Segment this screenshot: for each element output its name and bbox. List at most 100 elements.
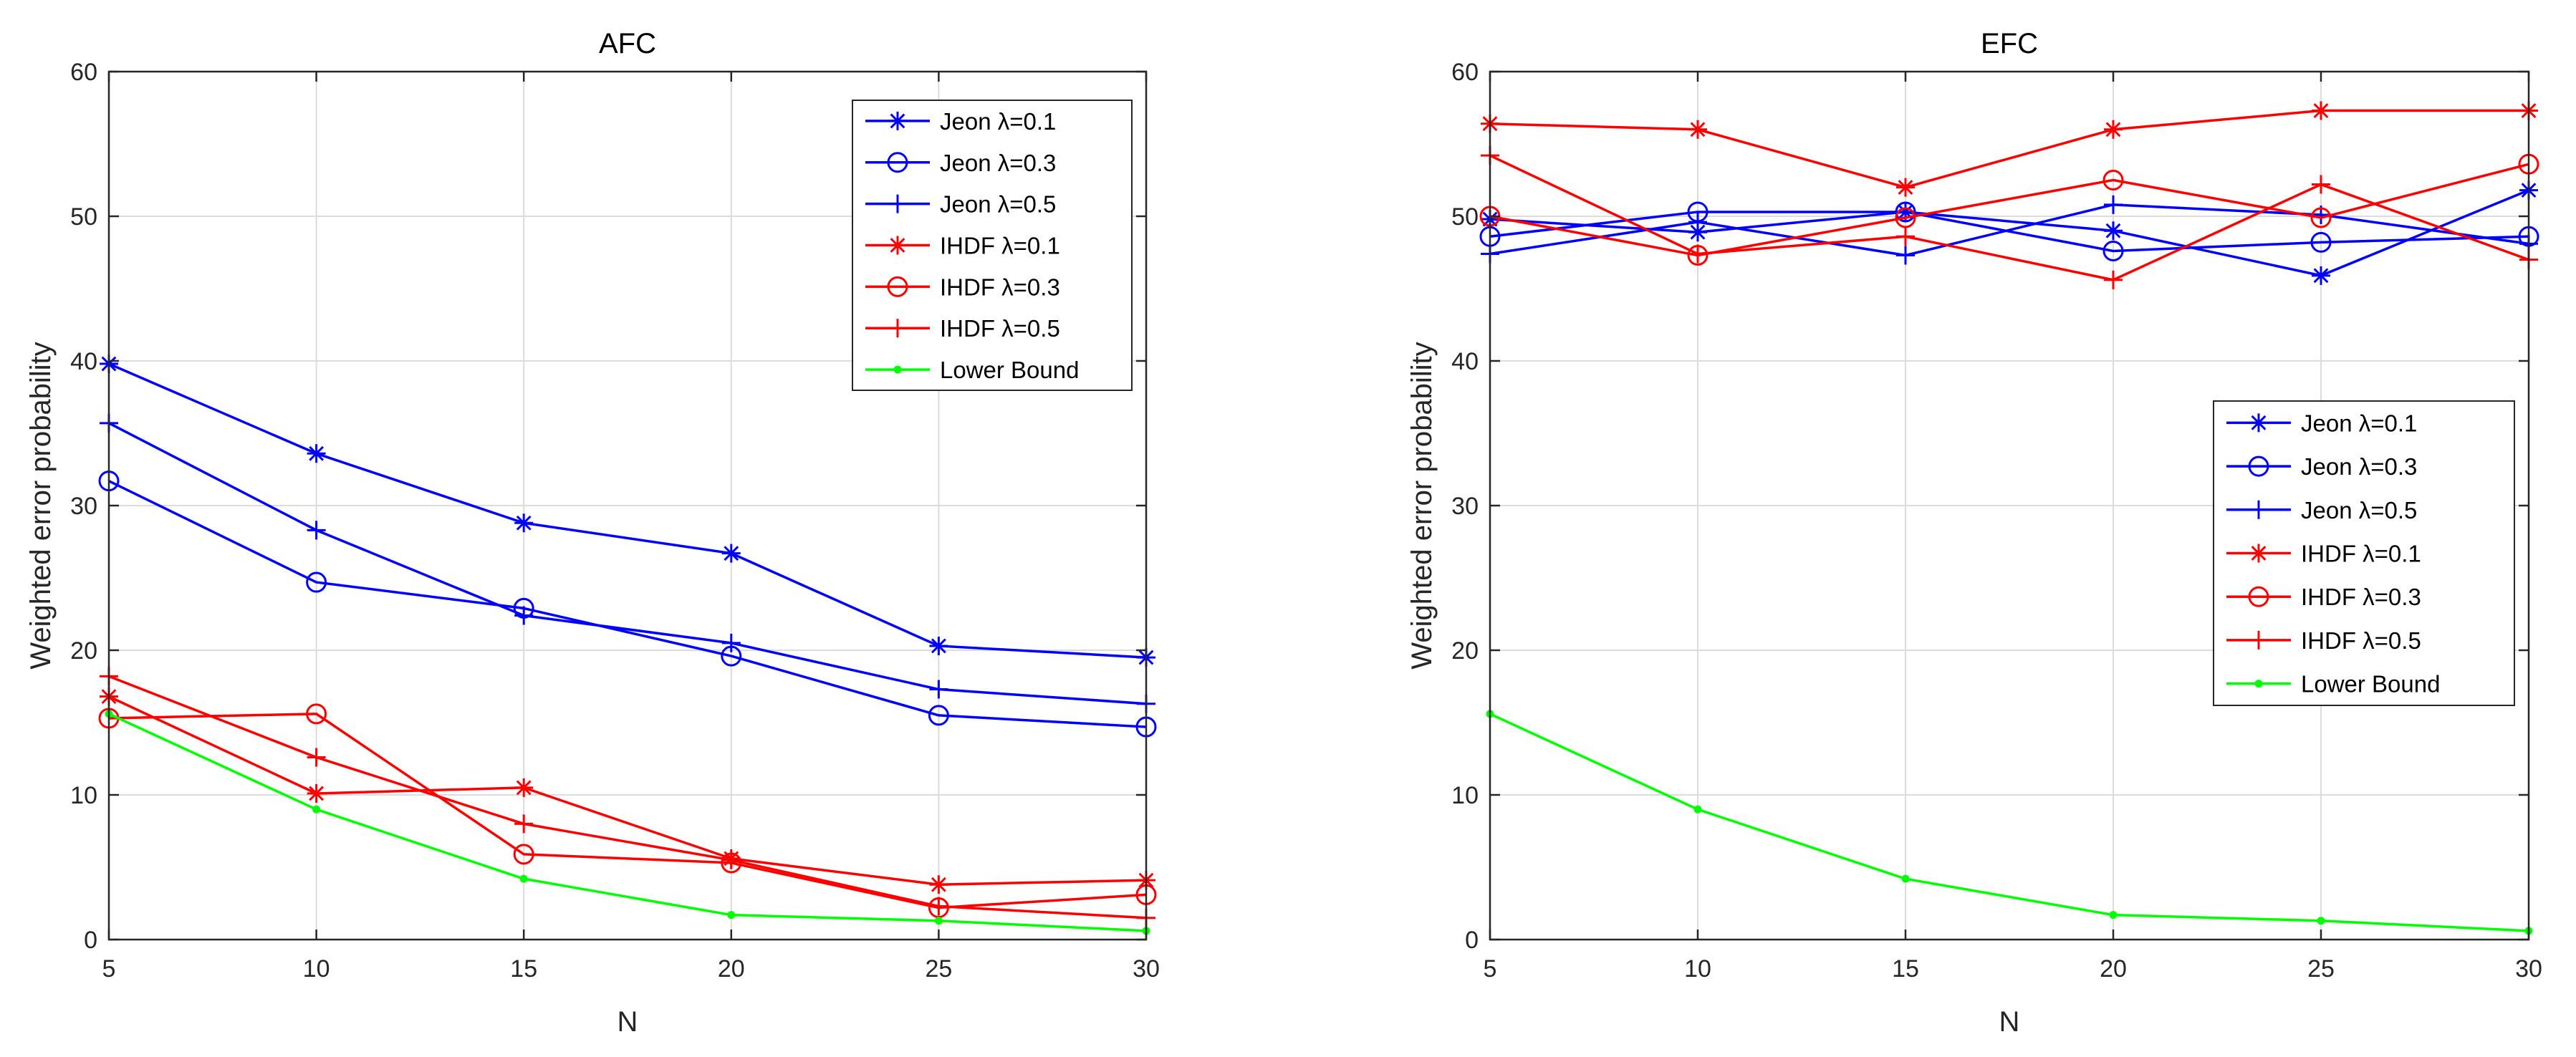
legend-label: IHDF λ=0.1 — [2301, 541, 2421, 567]
marker-dot — [2109, 911, 2118, 920]
y-tick-label: 0 — [1465, 927, 1479, 954]
legend-marker — [887, 152, 908, 173]
legend-item-jeon-lambda-01: Jeon λ=0.1 — [2226, 410, 2417, 436]
series-line — [1489, 203, 2529, 257]
legend-marker — [2249, 413, 2268, 433]
data-point — [307, 521, 326, 540]
marker-circle — [2310, 207, 2332, 228]
data-point — [1895, 207, 1916, 228]
marker-asterisk — [888, 111, 907, 130]
y-tick-label: 10 — [1451, 782, 1479, 809]
marker-plus — [514, 606, 534, 625]
marker-asterisk — [514, 513, 534, 533]
marker-dot — [727, 911, 736, 920]
legend-item-ihdf-lambda-03: IHDF λ=0.3 — [2226, 584, 2421, 610]
data-point — [306, 703, 327, 725]
marker-asterisk — [2312, 101, 2330, 120]
legend-item-jeon-lambda-03: Jeon λ=0.3 — [2226, 453, 2417, 480]
data-point — [1688, 223, 1707, 242]
marker-asterisk — [1688, 223, 1707, 242]
marker-plus — [721, 850, 741, 869]
y-tick-label: 50 — [1451, 203, 1479, 231]
legend-item-jeon-lambda-01: Jeon λ=0.1 — [865, 108, 1056, 135]
marker-circle — [2102, 240, 2124, 261]
marker-asterisk — [929, 875, 948, 894]
legend-label: IHDF λ=0.5 — [2301, 627, 2421, 654]
x-tick-label: 15 — [1892, 955, 1919, 983]
legend-label: Jeon λ=0.1 — [2301, 410, 2417, 436]
data-point — [2102, 240, 2124, 261]
y-tick-label: 20 — [1451, 637, 1479, 665]
x-axis-ticks: 5 10 15 20 25 30 — [102, 72, 1160, 983]
legend: Jeon λ=0.1 Jeon λ=0.3 Jeon λ=0.5 IHDF λ=0.1… — [2213, 400, 2515, 706]
data-point — [1895, 201, 1916, 223]
legend-label: IHDF λ=0.5 — [940, 315, 1060, 342]
y-tick-label: 40 — [70, 348, 97, 375]
x-tick-label: 15 — [510, 955, 537, 983]
data-point — [514, 778, 534, 797]
marker-plus — [2104, 195, 2123, 214]
legend-marker — [893, 365, 902, 374]
y-tick-label: 20 — [70, 637, 97, 665]
legend-label: IHDF λ=0.3 — [2301, 584, 2421, 610]
marker-asterisk — [888, 236, 907, 255]
data-point — [2310, 231, 2332, 253]
legend-marker — [2249, 544, 2268, 563]
legend-marker — [2248, 455, 2269, 477]
data-point — [721, 544, 741, 563]
data-point — [929, 636, 948, 655]
marker-circle — [306, 571, 327, 593]
marker-asterisk — [2312, 266, 2330, 285]
x-tick-label: 5 — [102, 955, 116, 983]
y-axis-ticks: 0 10 20 30 40 50 60 — [70, 59, 1146, 954]
series-line — [108, 480, 1147, 728]
chart-title: AFC — [599, 28, 656, 59]
y-axis-label: Weighted error probability — [25, 342, 57, 669]
data-point — [2104, 270, 2123, 289]
marker-circle — [1895, 201, 1916, 223]
marker-plus — [307, 521, 326, 540]
data-point — [513, 844, 534, 865]
marker-asterisk — [721, 544, 741, 563]
marker-asterisk — [2104, 120, 2123, 139]
legend-item-jeon-lambda-05: Jeon λ=0.5 — [2226, 497, 2417, 523]
series-line — [1489, 211, 2529, 253]
legend-marker — [2249, 630, 2268, 650]
y-tick-label: 60 — [1451, 59, 1479, 86]
legend-label: Jeon λ=0.5 — [2301, 497, 2417, 523]
data-point — [2312, 175, 2330, 194]
x-axis-label: N — [1999, 1006, 2020, 1038]
y-tick-label: 50 — [70, 203, 97, 231]
y-tick-label: 10 — [70, 782, 97, 809]
marker-asterisk — [307, 783, 326, 803]
marker-dot — [1693, 805, 1702, 814]
legend-label: Lower Bound — [940, 357, 1079, 383]
marker-plus — [1688, 213, 1707, 232]
legend-marker — [888, 194, 907, 213]
marker-dot — [1901, 874, 1910, 883]
marker-plus — [2312, 175, 2330, 194]
data-point — [929, 680, 948, 699]
marker-asterisk — [2249, 413, 2268, 433]
marker-plus — [721, 633, 741, 652]
marker-circle — [2248, 455, 2269, 477]
series-line — [108, 713, 1147, 909]
series-line — [108, 422, 1147, 705]
legend: Jeon λ=0.1 Jeon λ=0.3 Jeon λ=0.5 IHDF λ=0.1… — [852, 100, 1133, 391]
legend-marker — [2248, 586, 2269, 607]
legend-marker — [2254, 680, 2263, 688]
legend-item-jeon-lambda-03: Jeon λ=0.3 — [865, 150, 1056, 176]
series-line — [1489, 163, 2529, 257]
data-point — [1901, 874, 1910, 883]
data-point — [306, 571, 327, 593]
data-point — [1896, 227, 1915, 246]
marker-plus — [1688, 244, 1707, 264]
marker-dot — [893, 365, 902, 374]
y-axis-label: Weighted error probability — [1406, 342, 1438, 669]
series-line — [1489, 154, 2529, 281]
marker-dot — [312, 805, 321, 814]
data-point — [928, 705, 949, 726]
data-point — [307, 444, 326, 463]
data-point — [934, 917, 943, 925]
